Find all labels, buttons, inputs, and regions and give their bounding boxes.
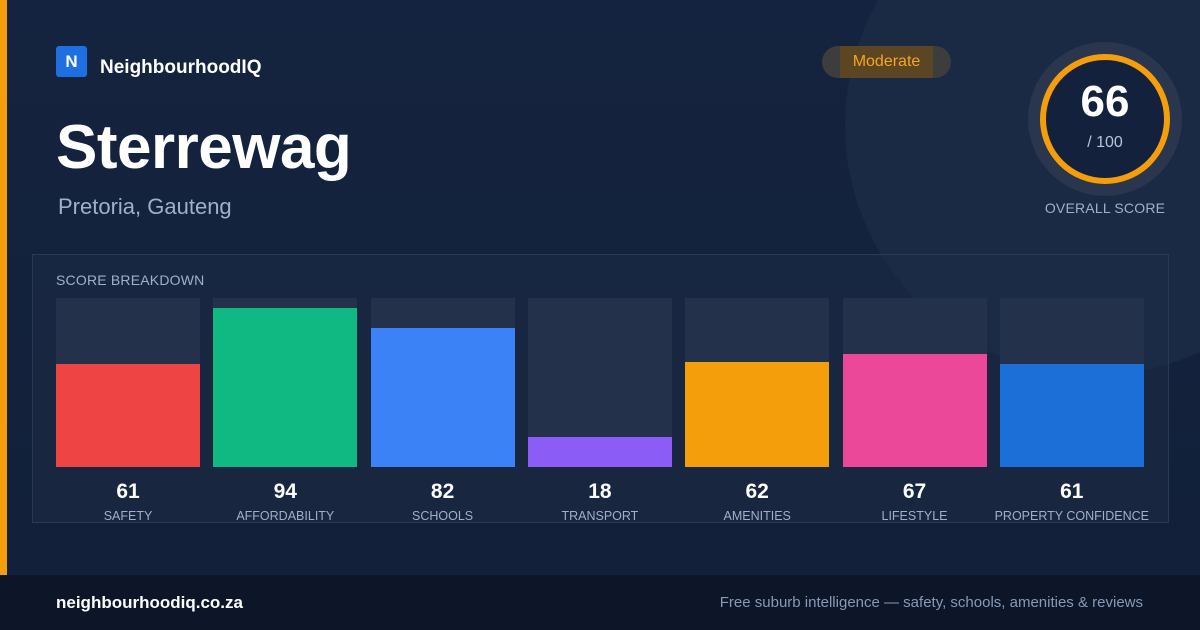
bar-track (527, 298, 672, 467)
bar-value: 82 (430, 480, 455, 503)
suburb-name: Sterrewag (56, 113, 352, 182)
bar-label: SAFETY (103, 509, 153, 523)
bar-label: AFFORDABILITY (236, 509, 335, 523)
bar-track (213, 298, 358, 467)
bar-transport: 18 TRANSPORT (527, 298, 672, 523)
bar-label: LIFESTYLE (881, 509, 948, 523)
bar-fill (56, 364, 200, 467)
footer-tagline: Free suburb intelligence — safety, schoo… (719, 594, 1143, 611)
bar-track (56, 298, 200, 467)
bar-value: 18 (588, 480, 612, 503)
bar-label: SCHOOLS (412, 509, 474, 523)
suburb-location: Pretoria, Gauteng (58, 194, 232, 219)
bar-value: 61 (1060, 480, 1084, 503)
logo-icon: N (56, 46, 87, 77)
bar-value: 62 (745, 480, 769, 503)
overall-score-value: 66 (1080, 77, 1130, 126)
bar-fill (685, 362, 830, 467)
logo-letter: N (65, 51, 78, 71)
bar-fill (527, 437, 672, 467)
rating-badge-label: Moderate (852, 53, 921, 70)
bar-track (370, 298, 515, 467)
bar-fill (999, 364, 1144, 467)
score-breakdown-title: SCORE BREAKDOWN (56, 272, 205, 288)
bar-track (999, 298, 1144, 467)
bar-value: 67 (902, 480, 927, 503)
bar-safety: 61 SAFETY (56, 298, 200, 523)
overall-score-ring: 66 / 100 (1028, 42, 1182, 196)
bar-fill (213, 308, 358, 467)
bar-fill (842, 354, 987, 467)
bar-fill (370, 328, 515, 467)
overall-score-label: OVERALL SCORE (1044, 200, 1166, 216)
score-ring-inner (1044, 58, 1166, 180)
bar-lifestyle: 67 LIFESTYLE (842, 298, 987, 523)
bar-value: 61 (116, 480, 140, 503)
bar-amenities: 62 AMENITIES (685, 298, 830, 523)
bar-label: AMENITIES (723, 509, 791, 523)
bar-track (685, 298, 830, 467)
score-ring-graphic (1028, 42, 1182, 196)
bar-label: TRANSPORT (561, 509, 639, 523)
accent-bar (0, 0, 7, 575)
bar-label: PROPERTY CONFIDENCE (994, 509, 1150, 523)
bar-track (842, 298, 987, 467)
brand-name: NeighbourhoodIQ (100, 57, 262, 78)
bar-affordability: 94 AFFORDABILITY (213, 298, 358, 523)
footer-url[interactable]: neighbourhoodiq.co.za (56, 593, 243, 612)
bar-value: 94 (273, 480, 297, 503)
bar-schools: 82 SCHOOLS (370, 298, 515, 523)
bar-property-confidence: 61 PROPERTY CONFIDENCE (995, 298, 1149, 523)
rating-badge: Moderate (822, 46, 951, 78)
footer: neighbourhoodiq.co.za Free suburb intell… (0, 575, 1200, 630)
overall-score-max: / 100 (1087, 134, 1123, 151)
score-ring-arc (1040, 54, 1170, 184)
